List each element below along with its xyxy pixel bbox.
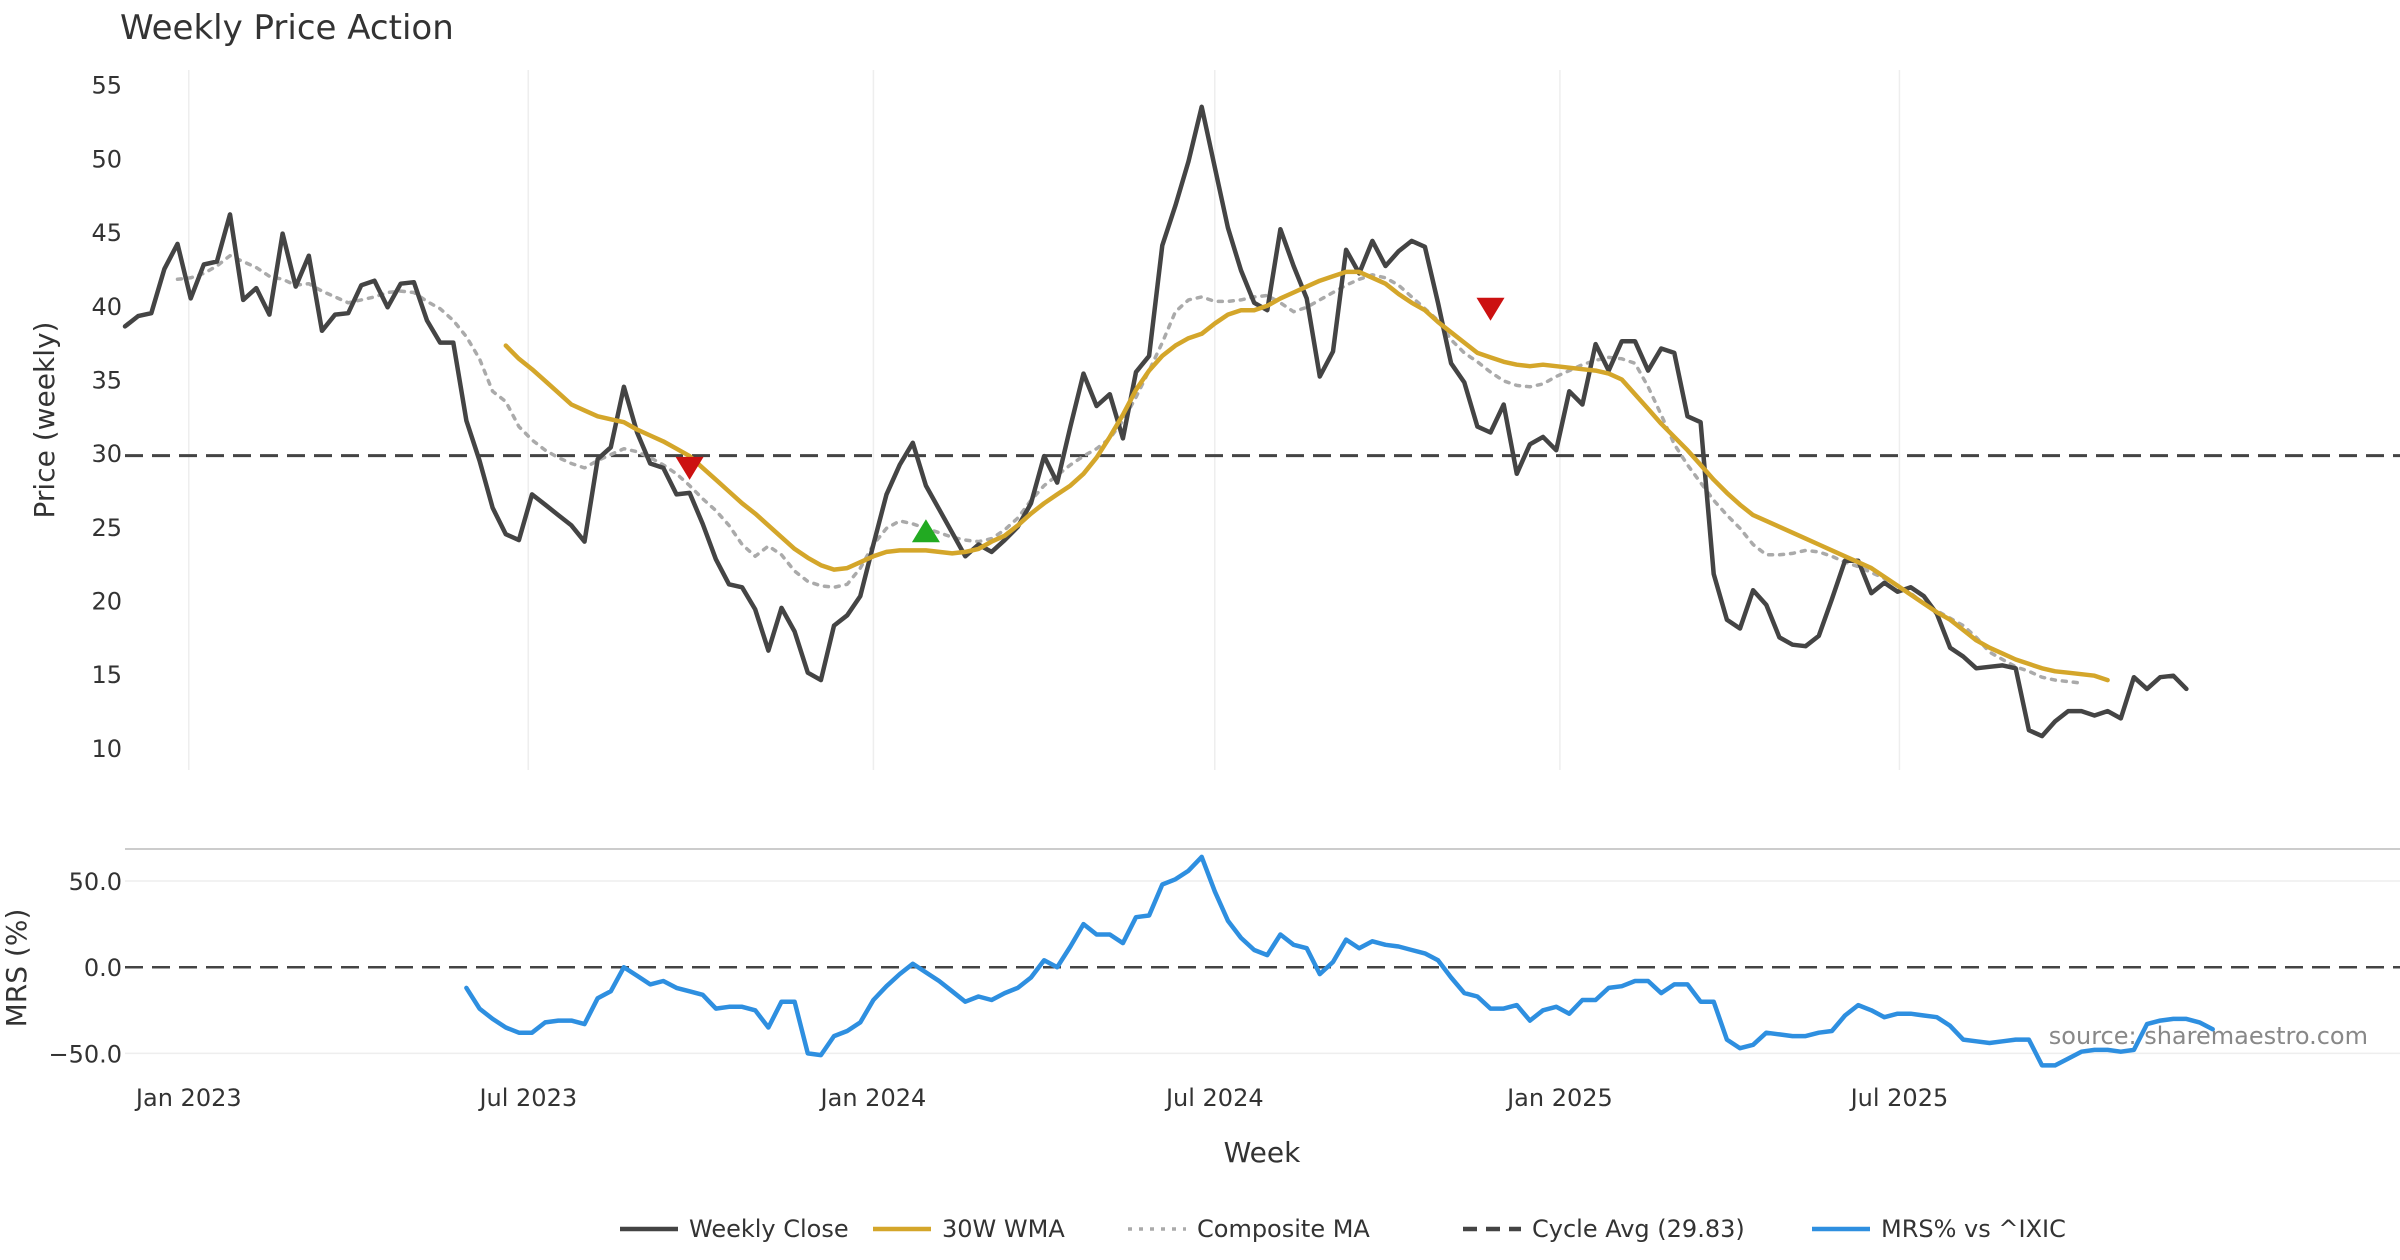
buy-signal-marker <box>911 519 940 543</box>
legend-item-label: Weekly Close <box>689 1215 849 1243</box>
legend: Weekly Close 30W WMA Composite MA Cycle Avg… <box>620 1215 2066 1243</box>
x-tick-label: Jan 2024 <box>819 1084 927 1112</box>
legend-item-label: Composite MA <box>1197 1215 1370 1243</box>
price-y-tick-label: 10 <box>91 735 122 763</box>
x-tick-label: Jan 2023 <box>134 1084 242 1112</box>
chart-title: Weekly Price Action <box>120 8 454 48</box>
weekly-close-line <box>122 104 2189 739</box>
source-note: source: sharemaestro.com <box>2049 1022 2368 1050</box>
price-panel: 10 15 20 25 30 35 40 45 50 55 Price (weekly) <box>28 70 2400 770</box>
wma-30w-line <box>503 269 2110 683</box>
price-y-tick-label: 25 <box>91 514 122 542</box>
legend-item-label: Cycle Avg (29.83) <box>1532 1215 1745 1243</box>
price-y-tick-label: 30 <box>91 440 122 468</box>
x-tick-label: Jan 2025 <box>1505 1084 1613 1112</box>
price-y-tick-label: 35 <box>91 366 122 394</box>
price-y-tick-label: 15 <box>91 661 122 689</box>
sell-signal-marker <box>675 456 704 480</box>
mrs-panel: 50.0 0.0 −50.0 MRS (%) Jan 2023 Jul 2023 Jan 2… <box>0 848 2400 1112</box>
legend-item-label: MRS% vs ^IXIC <box>1881 1215 2066 1243</box>
x-tick-label: Jul 2025 <box>1849 1084 1949 1112</box>
sell-signal-marker <box>1476 297 1505 321</box>
price-y-axis-title: Price (weekly) <box>28 322 61 519</box>
mrs-y-tick-label: −50.0 <box>48 1040 122 1068</box>
x-tick-label: Jul 2024 <box>1164 1084 1264 1112</box>
x-tick-label: Jul 2023 <box>477 1084 577 1112</box>
legend-item-label: 30W WMA <box>942 1215 1065 1243</box>
price-y-tick-label: 40 <box>91 293 122 321</box>
price-y-tick-label: 45 <box>91 219 122 247</box>
mrs-y-tick-label: 50.0 <box>69 868 122 896</box>
price-y-tick-label: 20 <box>91 588 122 616</box>
x-axis-title: Week <box>1224 1136 1301 1169</box>
price-y-tick-label: 50 <box>91 145 122 173</box>
price-y-tick-label: 55 <box>91 72 122 100</box>
composite-ma-line <box>175 253 2084 685</box>
mrs-y-tick-label: 0.0 <box>84 954 122 982</box>
mrs-y-axis-title: MRS (%) <box>0 909 33 1028</box>
mrs-line <box>464 854 2215 1068</box>
